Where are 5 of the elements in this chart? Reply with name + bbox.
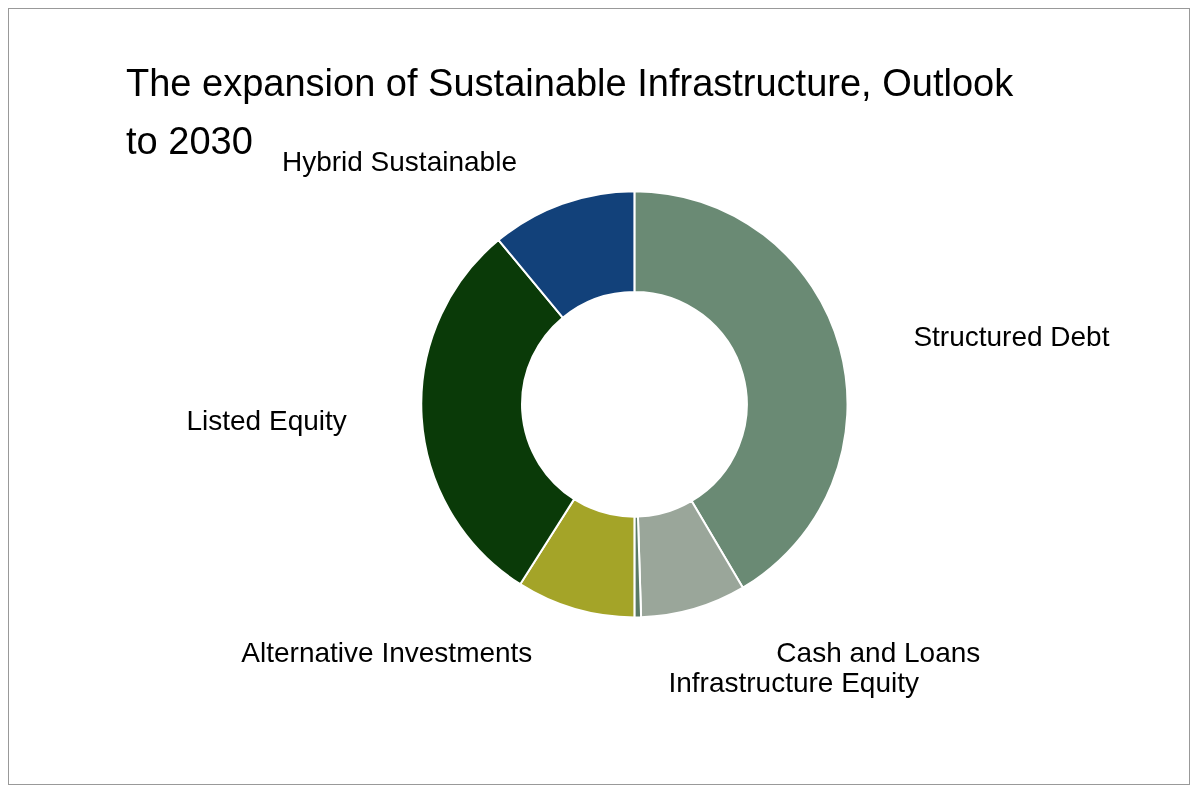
slice-label: Structured Debt [913, 320, 1110, 352]
slice-label: Alternative Investments [241, 636, 533, 668]
slice-label: Listed Equity [186, 404, 347, 436]
slice-label: Infrastructure Equity [668, 666, 920, 698]
slice-label: Cash and Loans [776, 636, 981, 668]
